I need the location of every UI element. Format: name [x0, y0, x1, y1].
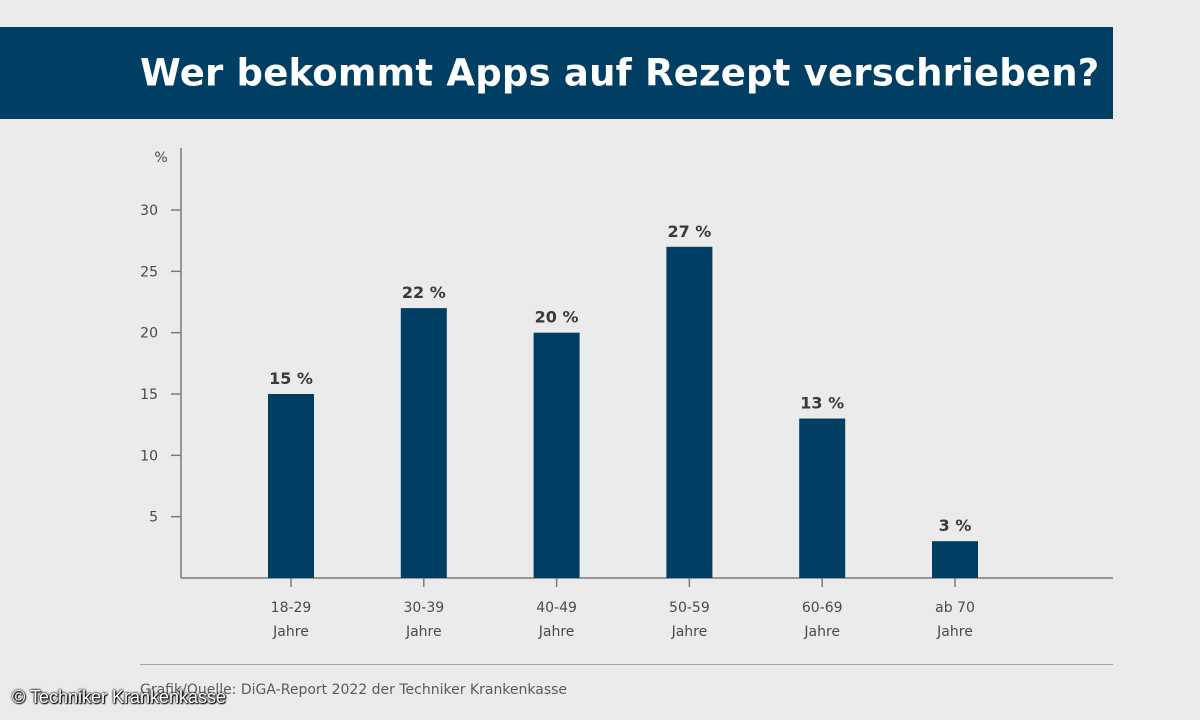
title-band: Wer bekommt Apps auf Rezept verschrieben…: [0, 27, 1113, 119]
y-tick-label: 10: [140, 448, 158, 464]
bar-value-label: 27 %: [667, 222, 711, 241]
y-axis-unit-label: %: [154, 150, 167, 166]
x-tick-label: 40-49: [536, 600, 577, 616]
chart-title: Wer bekommt Apps auf Rezept verschrieben…: [140, 51, 1100, 95]
x-tick-label-unit: Jahre: [405, 624, 442, 640]
x-tick-label-unit: Jahre: [671, 624, 708, 640]
bar: [533, 332, 580, 578]
x-tick-label: 50-59: [669, 600, 710, 616]
bar: [268, 394, 314, 578]
y-tick-label: 25: [140, 264, 158, 280]
bar-value-label: 3 %: [939, 516, 972, 535]
y-tick-label: 5: [149, 510, 158, 526]
x-tick-label-unit: Jahre: [936, 624, 973, 640]
bar-value-label: 20 %: [535, 308, 579, 327]
bar-value-label: 15 %: [269, 369, 313, 388]
bar-value-label: 13 %: [800, 394, 844, 413]
bar: [400, 308, 447, 578]
y-tick-label: 20: [140, 326, 158, 342]
copyright-watermark: © Techniker Krankenkasse: [12, 687, 227, 707]
x-tick-label-unit: Jahre: [272, 624, 309, 640]
source-note: Grafik/Quelle: DiGA-Report 2022 der Tech…: [140, 682, 568, 698]
x-tick-label-unit: Jahre: [803, 624, 840, 640]
x-tick-label: ab 70: [935, 600, 975, 616]
bar-value-label: 22 %: [402, 283, 446, 302]
bar: [666, 246, 713, 579]
bar: [799, 418, 846, 578]
x-tick-label: 30-39: [403, 600, 444, 616]
y-tick-label: 30: [140, 203, 158, 219]
source-divider: [140, 664, 1113, 665]
x-tick-label: 60-69: [802, 600, 843, 616]
y-tick-label: 15: [140, 387, 158, 403]
x-tick-label: 18-29: [271, 600, 312, 616]
bar: [932, 541, 978, 578]
x-tick-label-unit: Jahre: [538, 624, 575, 640]
